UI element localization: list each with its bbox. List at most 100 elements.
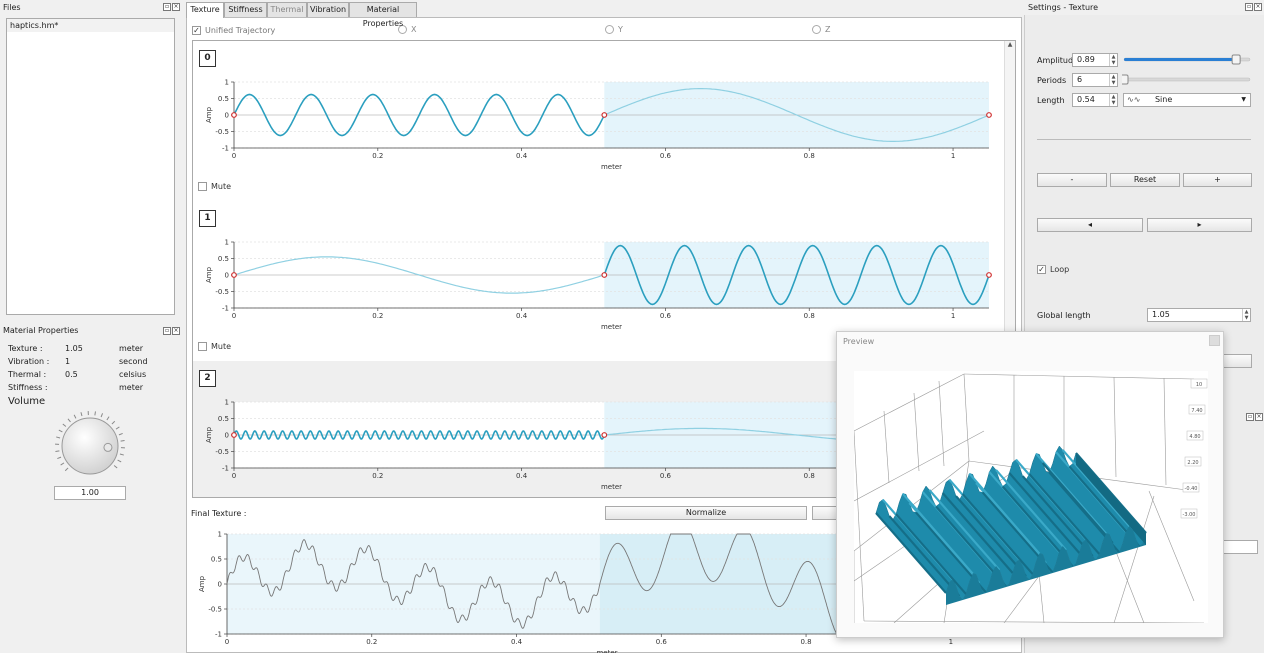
- axis-tick-label: -0.40: [1185, 486, 1198, 492]
- amplitude-slider[interactable]: [1122, 54, 1254, 66]
- x-tick-label: 0.8: [804, 312, 815, 320]
- global-length-spinbox[interactable]: 1.05 ▲ ▼: [1147, 308, 1251, 322]
- tab-thermal[interactable]: Thermal: [267, 2, 307, 17]
- float-icon[interactable]: ▫: [1245, 3, 1253, 11]
- segment-index-1: 1: [199, 210, 216, 227]
- chevron-down-icon: ▼: [1241, 96, 1246, 103]
- y-tick-label: 0: [225, 112, 229, 120]
- volume-value[interactable]: 1.00: [54, 486, 126, 500]
- axis-tick-box: [1182, 482, 1200, 493]
- volume-knob[interactable]: [52, 410, 128, 480]
- y-tick-label: 0: [225, 272, 229, 280]
- tab-vibration[interactable]: Vibration: [307, 2, 349, 17]
- material-row-unit: second: [119, 357, 148, 366]
- float-icon[interactable]: ▫: [1246, 413, 1254, 421]
- axis-tick-box: [1188, 404, 1206, 415]
- x-tick-label: 0.4: [516, 472, 528, 480]
- x-tick-label: 0.2: [366, 638, 377, 646]
- mute-checkbox-1[interactable]: Mute: [198, 342, 231, 351]
- x-tick-label: 0.6: [656, 638, 668, 646]
- y-tick-label: -1: [222, 465, 229, 473]
- knob-dial: [61, 417, 119, 475]
- keypoint: [601, 112, 608, 118]
- segment-wave-0: [233, 430, 606, 440]
- length-label: Length: [1037, 96, 1065, 105]
- material-row-unit: celsius: [119, 370, 147, 379]
- y-tick-label: 0.5: [218, 95, 229, 103]
- unified-trajectory-checkbox[interactable]: ✓ Unified Trajectory: [192, 26, 276, 35]
- axis-radio-z[interactable]: Z: [812, 25, 830, 34]
- surface-ridge: [941, 492, 1014, 574]
- normalize-button[interactable]: Normalize: [605, 506, 807, 520]
- material-row-label: Stiffness :: [8, 383, 48, 392]
- keypoint: [231, 432, 237, 438]
- y-tick-label: 1: [225, 79, 229, 87]
- hidden-button[interactable]: [1222, 354, 1252, 368]
- segment-index-0: 0: [199, 50, 216, 67]
- close-icon[interactable]: ×: [172, 3, 180, 11]
- y-tick-label: 0.5: [218, 255, 229, 263]
- knob-indicator: [103, 442, 113, 452]
- surface-ridge: [901, 492, 974, 575]
- files-list[interactable]: haptics.hm*: [6, 18, 175, 315]
- y-tick-label: -1: [222, 305, 229, 313]
- minus-button[interactable]: -: [1037, 173, 1107, 187]
- surface-ridge: [895, 513, 967, 595]
- tab-material-properties[interactable]: Material Properties: [349, 2, 417, 28]
- material-row-value: 0.5: [65, 370, 78, 379]
- material-row-value: 1: [65, 357, 71, 366]
- segment-index-2: 2: [199, 370, 216, 387]
- close-icon[interactable]: ×: [172, 327, 180, 335]
- preview-3d-plot[interactable]: 10 7.40 4.80 2.20 -0.40 -3.00: [854, 371, 1208, 623]
- material-row-label: Thermal :: [8, 370, 47, 379]
- preview-title: Preview: [843, 337, 875, 346]
- length-spinbox[interactable]: 0.54 ▲ ▼: [1072, 93, 1118, 107]
- file-item[interactable]: haptics.hm*: [7, 19, 174, 32]
- previous-segment-button[interactable]: ◂: [1037, 218, 1143, 232]
- hidden-field[interactable]: [1222, 540, 1258, 554]
- amplitude-spinbox[interactable]: 0.89 ▲ ▼: [1072, 53, 1118, 67]
- preview-close-icon[interactable]: [1209, 335, 1220, 346]
- next-segment-button[interactable]: ▸: [1147, 218, 1252, 232]
- axis-radio-x[interactable]: X: [398, 25, 416, 34]
- volume-label: Volume: [8, 396, 46, 407]
- surface-ridge: [875, 512, 947, 594]
- amplitude-label: Amplitude: [1037, 56, 1078, 65]
- segment-wave-1: [603, 244, 990, 306]
- float-icon[interactable]: ▫: [163, 327, 171, 335]
- settings-dock-buttons: ▫ ×: [1245, 3, 1262, 11]
- reset-button[interactable]: Reset: [1110, 173, 1180, 187]
- segments-scrollbar[interactable]: ▲: [1004, 41, 1015, 497]
- close-icon[interactable]: ×: [1255, 413, 1263, 421]
- waveform-select[interactable]: ∿∿ Sine ▼: [1123, 93, 1251, 107]
- mute-checkbox-0[interactable]: Mute: [198, 182, 231, 191]
- periods-spinbox[interactable]: 6 ▲ ▼: [1072, 73, 1118, 87]
- close-icon[interactable]: ×: [1254, 3, 1262, 11]
- y-tick-label: -1: [215, 631, 222, 639]
- periods-slider[interactable]: [1122, 74, 1254, 86]
- x-tick-label: 0.4: [516, 312, 528, 320]
- checkmark-icon: ✓: [1037, 265, 1046, 274]
- surface-ridge: [1021, 475, 1094, 557]
- y-tick-label: 1: [218, 531, 222, 539]
- y-tick-label: -0.5: [215, 288, 229, 296]
- axis-radio-y[interactable]: Y: [605, 25, 623, 34]
- axis-tick-label: 7.40: [1191, 408, 1202, 414]
- tab-stiffness[interactable]: Stiffness: [224, 2, 267, 17]
- segment-wave-0: [233, 256, 605, 294]
- surface-ridge: [961, 493, 1034, 575]
- x-tick-label: 0.2: [372, 472, 383, 480]
- loop-checkbox[interactable]: ✓ Loop: [1037, 265, 1070, 274]
- surface-ridge: [968, 472, 1041, 555]
- tab-texture[interactable]: Texture: [186, 2, 224, 18]
- material-row-label: Vibration :: [8, 357, 50, 366]
- y-tick-label: 1: [225, 239, 229, 247]
- plus-button[interactable]: +: [1183, 173, 1252, 187]
- x-tick-label: 0.2: [372, 312, 383, 320]
- axis-tick-box: [1180, 508, 1198, 519]
- x-tick-label: 0.6: [660, 152, 672, 160]
- float-icon[interactable]: ▫: [163, 3, 171, 11]
- x-axis-label: meter: [601, 483, 622, 491]
